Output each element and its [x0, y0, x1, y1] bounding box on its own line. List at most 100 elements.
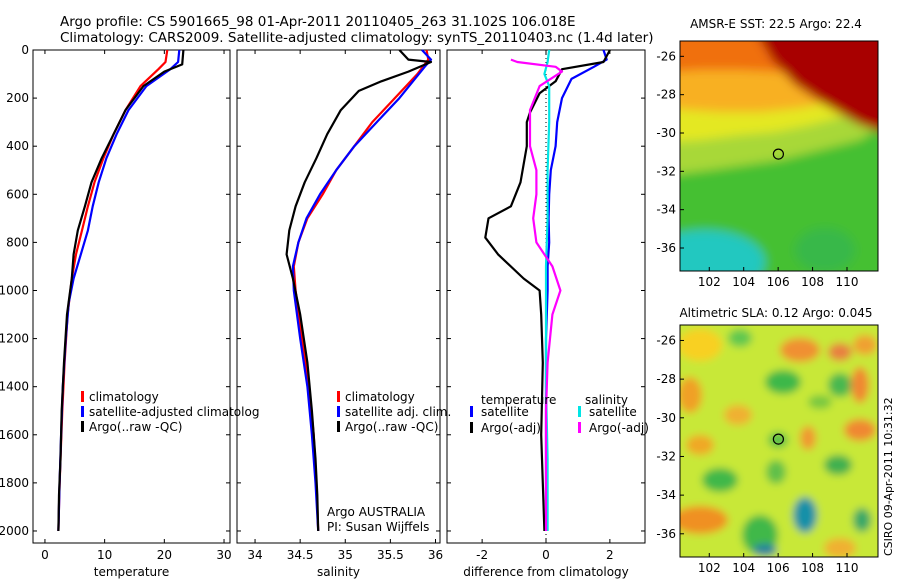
y-tick-label: 1200	[0, 332, 29, 346]
map-x-tick-label: 102	[698, 275, 721, 289]
map-y-tick-label: -34	[656, 488, 676, 502]
map-x-tick-label: 106	[767, 561, 790, 575]
map-x-tick-label: 102	[698, 561, 721, 575]
sst-map-axes: 102 104 106 108 110 -26 -28 -30 -32 -34 -36	[656, 49, 858, 289]
x-tick-label: 35.5	[377, 548, 404, 562]
legend-entry: Argo(-adj)	[481, 421, 541, 435]
y-tick-label: 1600	[0, 428, 29, 442]
sla-map-axes: 102 104 106 108 110 -26 -28 -30 -32 -34 -36	[656, 333, 858, 575]
legend-entry: climatology	[89, 390, 159, 404]
map-x-tick-label: 108	[801, 561, 824, 575]
x-tick-label: 0	[41, 548, 49, 562]
map-y-tick-label: -28	[656, 88, 676, 102]
legend-swatch	[81, 421, 84, 432]
map-y-tick-label: -28	[656, 372, 676, 386]
map-x-tick-label: 110	[836, 275, 859, 289]
legend-header: temperature	[481, 393, 556, 407]
salinity-panel: 34 34.5 35 35.5 36 salinity climatologysatelli…	[236, 49, 451, 579]
x-tick-label: 34.5	[287, 548, 314, 562]
legend-entry: satellite adj. clim.	[345, 405, 451, 419]
x-tick-label: 0	[542, 548, 550, 562]
legend-entry: satellite	[589, 405, 637, 419]
map-y-tick-label: -26	[656, 49, 676, 63]
legend-entry: satellite	[481, 405, 529, 419]
x-axis-label: difference from climatology	[463, 565, 629, 579]
legend-entry: Argo(..raw -QC)	[89, 420, 182, 434]
argo-location-marker	[772, 433, 785, 445]
legend-swatch	[470, 406, 473, 417]
legend-swatch	[337, 406, 340, 417]
figure-title-line2: Climatology: CARS2009. Satellite-adjuste…	[60, 30, 653, 46]
map-y-tick-label: -32	[656, 449, 676, 463]
y-tick-label: 200	[6, 91, 29, 105]
x-tick-label: -2	[476, 548, 488, 562]
credit-text: CSIRO 09-Apr-2011 10:31:32	[882, 397, 895, 556]
legend-entry: Argo(-adj)	[589, 421, 649, 435]
legend-swatch	[578, 422, 581, 433]
map-y-tick-label: -34	[656, 203, 676, 217]
legend-entry: climatology	[345, 390, 415, 404]
plot-frame	[236, 49, 441, 544]
map-y-tick-label: -36	[656, 527, 676, 541]
map-x-tick-label: 104	[732, 561, 755, 575]
series-line	[57, 49, 169, 532]
y-tick-label: 800	[6, 235, 29, 249]
map-y-tick-label: -36	[656, 241, 676, 255]
panel-annotation: Argo AUSTRALIA	[327, 505, 426, 519]
legend-header: salinity	[585, 393, 628, 407]
map-y-tick-label: -32	[656, 164, 676, 178]
temperature-panel: 0 200 400 600 800 1000 1200 1400 1600 1800 2000 0 10…	[0, 43, 259, 579]
legend-swatch	[81, 406, 84, 417]
map-x-tick-label: 108	[801, 275, 824, 289]
sla-map-frame	[679, 324, 879, 558]
legend-swatch	[337, 421, 340, 432]
series-line	[544, 49, 608, 531]
map-y-tick-label: -30	[656, 411, 676, 425]
difference-panel: -2 0 2 difference from climatology temperatu…	[446, 49, 649, 579]
legend-swatch	[578, 406, 581, 417]
y-tick-label: 2000	[0, 524, 29, 538]
map-x-tick-label: 106	[767, 275, 790, 289]
series-line	[285, 49, 433, 532]
panel-annotation: PI: Susan Wijffels	[327, 520, 429, 534]
series-line	[57, 49, 185, 532]
plot-frame	[32, 49, 231, 544]
argo-location-marker	[772, 148, 785, 160]
sla-map: Altimetric SLA: 0.12 Argo: 0.045	[656, 306, 879, 575]
figure-title-line1: Argo profile: CS 5901665_98 01-Apr-2011 …	[60, 14, 576, 30]
legend-entry: Argo(..raw -QC)	[345, 420, 438, 434]
series-line	[484, 49, 611, 532]
sla-field	[680, 325, 878, 557]
y-tick-label: 1400	[0, 380, 29, 394]
sst-map-frame	[679, 40, 879, 272]
y-tick-label: 1800	[0, 476, 29, 490]
sst-map: AMSR-E SST: 22.5 Argo: 22.4 102 104 106 108…	[656, 17, 879, 289]
map-y-tick-label: -26	[656, 333, 676, 347]
sla-map-title: Altimetric SLA: 0.12 Argo: 0.045	[679, 306, 872, 320]
x-axis-label: salinity	[317, 565, 360, 579]
legend-swatch	[337, 391, 340, 402]
x-tick-label: 36	[428, 548, 443, 562]
x-tick-label: 2	[606, 548, 614, 562]
x-tick-label: 20	[157, 548, 172, 562]
x-tick-label: 10	[97, 548, 112, 562]
map-x-tick-label: 104	[732, 275, 755, 289]
x-axis-label: temperature	[94, 565, 169, 579]
series-line	[291, 49, 433, 532]
map-x-tick-label: 110	[836, 561, 859, 575]
x-tick-label: 30	[216, 548, 231, 562]
sst-field	[680, 41, 878, 271]
y-tick-label: 600	[6, 187, 29, 201]
series-line	[510, 58, 564, 531]
map-y-tick-label: -30	[656, 126, 676, 140]
x-tick-label: 34	[247, 548, 262, 562]
legend-entry: satellite-adjusted climatolog	[89, 405, 259, 419]
legend-swatch	[81, 391, 84, 402]
sst-map-title: AMSR-E SST: 22.5 Argo: 22.4	[690, 17, 862, 31]
x-tick-label: 35	[338, 548, 353, 562]
y-tick-label: 0	[21, 43, 29, 57]
legend-swatch	[470, 422, 473, 433]
y-tick-label: 1000	[0, 283, 29, 297]
